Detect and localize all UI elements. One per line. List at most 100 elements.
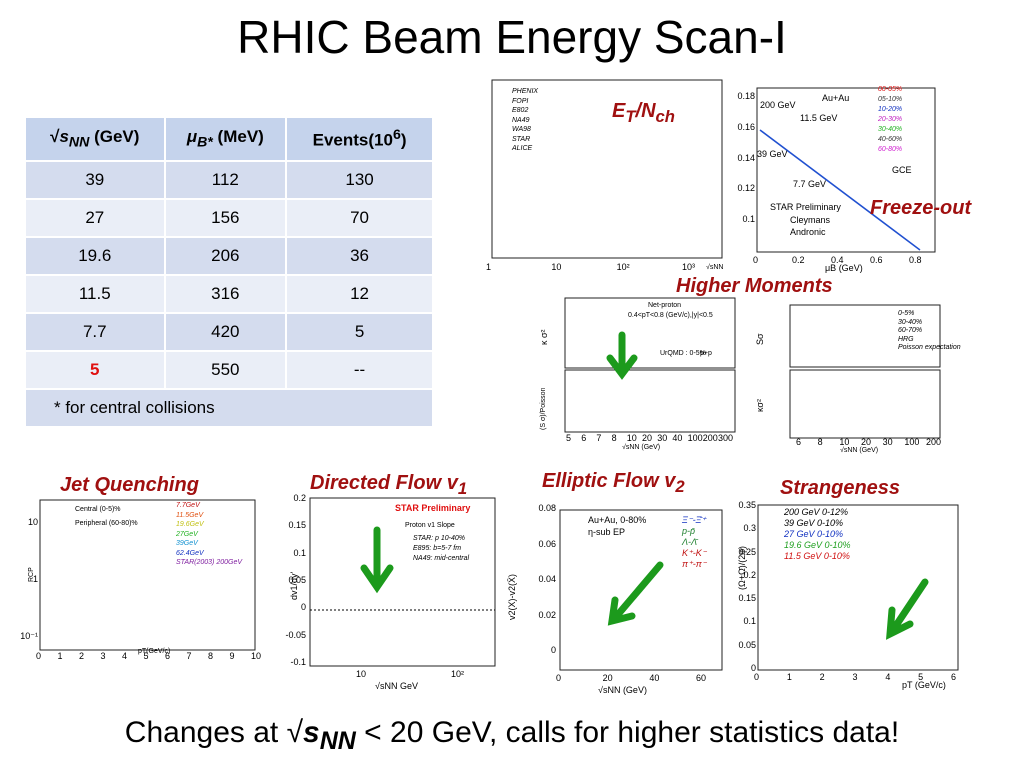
- plot-text: dv1/dy': [289, 571, 299, 600]
- table-cell: 5: [286, 312, 434, 351]
- plot-text: 0: [754, 672, 760, 682]
- plot-text: 20: [642, 433, 653, 443]
- plot-text: 5: [566, 433, 572, 443]
- table-row: 11.5 316 12: [26, 274, 434, 313]
- table-row: 39 112 130: [26, 160, 434, 199]
- plot-text: κ σ²: [539, 329, 549, 345]
- table-cell: 550: [164, 350, 288, 389]
- plot-text: 0.02: [538, 609, 556, 620]
- plot-text: 6: [951, 672, 957, 682]
- text: < 20 GeV, calls for higher statistics da…: [355, 716, 900, 749]
- plot-text: 0.08: [538, 503, 556, 513]
- plot-text: 00-05%: [878, 86, 903, 93]
- plot-text: 9: [229, 651, 235, 661]
- plot-text: STAR: [512, 135, 531, 143]
- plot-text: 10: [839, 437, 850, 447]
- plot-text: Proton v1 Slope: [405, 522, 455, 529]
- table-cell: 11.5: [26, 274, 166, 313]
- plot-text: 39 GeV 0-10%: [784, 518, 844, 528]
- plot-text: 40-60%: [878, 136, 903, 143]
- table-cell: 112: [164, 160, 288, 199]
- text: /N: [635, 100, 656, 122]
- plot-text: 7: [186, 651, 192, 661]
- slide-title: RHIC Beam Energy Scan-I: [237, 11, 787, 63]
- plot-text: 39GeV: [176, 540, 198, 547]
- jet-frame: [39, 499, 256, 651]
- plot-text: 1: [486, 262, 492, 272]
- text: 1: [457, 479, 468, 498]
- header-cell: Events(106): [286, 118, 434, 161]
- plot-text: RCP: [28, 567, 35, 582]
- moments-frame-bottom: [564, 369, 736, 433]
- table-cell: 19.6: [26, 236, 166, 275]
- plot-text: 10²: [451, 669, 465, 679]
- table-cell: 206: [164, 236, 288, 275]
- arrow: [607, 561, 664, 626]
- plot-text: 8: [817, 437, 823, 447]
- plot-text: Net-proton: [648, 302, 682, 309]
- plot-text: 0.16: [737, 121, 755, 132]
- plot-text: 8: [208, 651, 214, 661]
- plot-text: μB (GeV): [825, 263, 863, 273]
- plot-text: 0: [36, 651, 42, 661]
- plot-text: 2: [79, 651, 85, 661]
- plot-text: 10: [27, 517, 38, 527]
- plot-text: Sσ: [755, 333, 765, 345]
- plot-text: 0: [753, 255, 759, 265]
- plot-text: 4: [885, 672, 891, 682]
- text: ): [400, 130, 407, 150]
- plot-text: pT (GeV/c): [902, 680, 946, 690]
- plot-text: 27GeV: [176, 530, 198, 538]
- plot-text: 0.06: [538, 538, 556, 549]
- text: 6: [392, 127, 401, 144]
- plot-text: 6: [581, 433, 587, 443]
- table-row: 27 156 70: [26, 198, 434, 237]
- plot-text: 7: [596, 433, 602, 443]
- plot-text: 60: [696, 673, 707, 683]
- plot-text: E895: b=5-7 fm: [413, 545, 462, 552]
- plot-text: p-p̄: [682, 526, 696, 536]
- plot-text: -0.1: [290, 657, 306, 667]
- plot-text: 19.6GeV: [176, 521, 204, 528]
- table-cell: 5: [26, 350, 166, 389]
- text: E: [612, 100, 626, 122]
- plot-text: 10: [356, 669, 367, 679]
- plot-text: pT(GeV/c): [138, 648, 171, 655]
- plot-text: √sNN (GeV): [598, 685, 647, 695]
- plot-text: Andronic: [790, 227, 826, 237]
- plot-text: η-sub EP: [588, 527, 626, 537]
- plot-text: 60-80%: [878, 146, 903, 153]
- plot-text: HRG: [898, 335, 914, 343]
- plot-text: 1: [57, 651, 63, 661]
- plot-text: Cleymans: [790, 215, 831, 225]
- plot-text: (S σ)/Poisson: [540, 387, 547, 430]
- plot-text: Poisson expectation: [898, 344, 961, 351]
- plot-text: 100: [904, 437, 920, 447]
- plot-text: 5: [918, 672, 924, 682]
- plot-text: 3: [100, 651, 106, 661]
- plot-text: 0.05: [738, 639, 756, 650]
- panel-label: Jet Quenching: [60, 474, 199, 496]
- plot-text: 30: [882, 437, 893, 447]
- plot-text: 0.4<pT<0.8 (GeV/c),|y|<0.5: [628, 312, 713, 319]
- et-frame: [491, 79, 723, 259]
- text: T: [625, 107, 636, 126]
- plot-text: 0.25: [738, 546, 756, 557]
- plot-text: STAR: p 10-40%: [413, 535, 466, 542]
- plot-text: 39 GeV: [757, 149, 788, 159]
- plot-text: 200 GeV 0-12%: [784, 507, 849, 517]
- plot-text: 62.4GeV: [176, 549, 204, 557]
- plot-text: 11.5GeV: [176, 511, 204, 519]
- plot-text: Ξ⁻-Ξ̄⁺: [682, 515, 707, 525]
- plot-text: 3: [852, 672, 858, 682]
- plot-text: 0.04: [538, 574, 556, 584]
- plot-text: κσ²: [755, 399, 765, 412]
- plot-text: 20: [861, 437, 872, 447]
- plot-text: 0.3: [743, 523, 756, 534]
- plot-text: E802: [512, 107, 529, 114]
- plot-text: 10: [626, 433, 637, 443]
- plot-text: p+p: [700, 350, 712, 357]
- plot-text: 100: [687, 433, 703, 443]
- plot-text: 10: [251, 651, 262, 661]
- header-cell: √sNN (GeV): [26, 118, 166, 161]
